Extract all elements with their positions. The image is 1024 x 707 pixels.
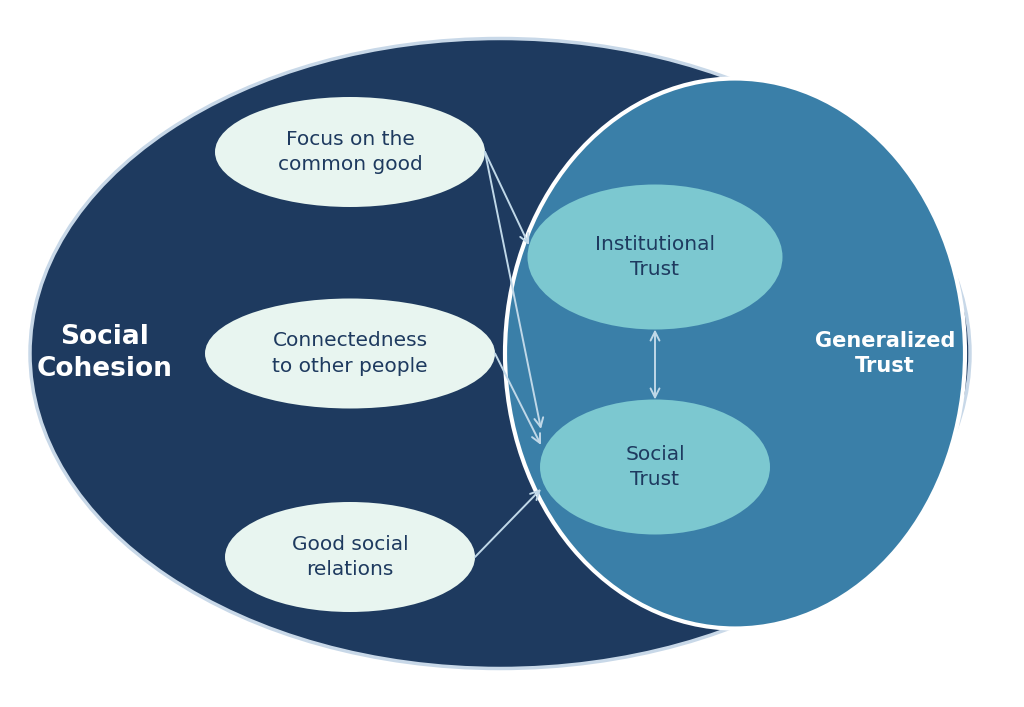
Ellipse shape <box>225 502 475 612</box>
Ellipse shape <box>527 185 782 329</box>
Ellipse shape <box>215 97 485 207</box>
Ellipse shape <box>540 399 770 534</box>
Text: Social
Trust: Social Trust <box>626 445 685 489</box>
Text: Connectedness
to other people: Connectedness to other people <box>272 332 428 375</box>
Text: Good social
relations: Good social relations <box>292 535 409 579</box>
Ellipse shape <box>205 298 495 409</box>
Ellipse shape <box>505 78 965 629</box>
Text: Generalized
Trust: Generalized Trust <box>815 331 955 376</box>
Text: Focus on the
common good: Focus on the common good <box>278 130 422 174</box>
Text: Institutional
Trust: Institutional Trust <box>595 235 715 279</box>
Ellipse shape <box>30 38 970 669</box>
Text: Social
Cohesion: Social Cohesion <box>37 325 173 382</box>
